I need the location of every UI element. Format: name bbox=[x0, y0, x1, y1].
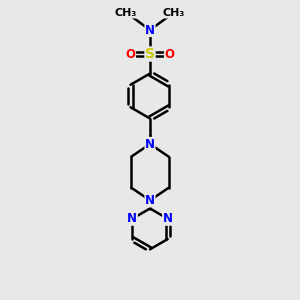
Text: CH₃: CH₃ bbox=[115, 8, 137, 18]
Text: N: N bbox=[127, 212, 137, 225]
Text: N: N bbox=[145, 137, 155, 151]
Text: N: N bbox=[145, 23, 155, 37]
Text: N: N bbox=[145, 194, 155, 207]
Text: S: S bbox=[145, 47, 155, 61]
Text: N: N bbox=[163, 212, 173, 225]
Text: O: O bbox=[125, 47, 136, 61]
Text: CH₃: CH₃ bbox=[163, 8, 185, 18]
Text: O: O bbox=[164, 47, 175, 61]
